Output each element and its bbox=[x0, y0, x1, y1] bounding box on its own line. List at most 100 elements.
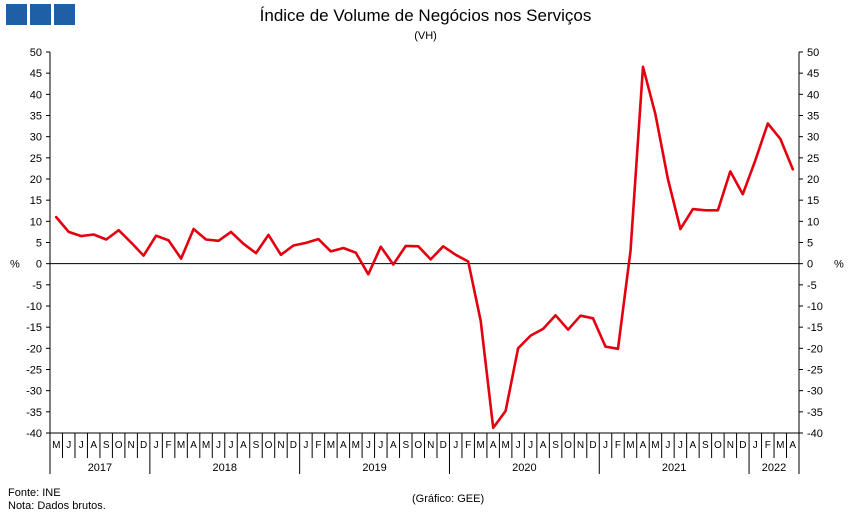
data-point bbox=[330, 250, 332, 253]
y-tick-label-left: 30 bbox=[30, 132, 42, 144]
data-point bbox=[467, 260, 469, 263]
y-tick-label-left: -25 bbox=[26, 365, 42, 377]
x-tick-label: A bbox=[340, 440, 347, 451]
y-tick-label-left: 40 bbox=[30, 89, 42, 101]
x-tick-label: A bbox=[90, 440, 97, 451]
y-tick-label-right: -25 bbox=[807, 365, 823, 377]
data-point bbox=[667, 178, 669, 180]
data-point bbox=[105, 238, 107, 241]
data-point bbox=[280, 253, 282, 256]
y-tick-label-left: -10 bbox=[26, 301, 42, 313]
y-tick-label-left: 5 bbox=[36, 238, 42, 250]
x-tick-label: M bbox=[626, 440, 634, 451]
year-label: 2019 bbox=[362, 462, 386, 474]
y-tick-label-right: -30 bbox=[807, 386, 823, 398]
data-point bbox=[717, 209, 719, 212]
data-point bbox=[492, 427, 494, 429]
x-tick-label: F bbox=[166, 440, 172, 451]
x-tick-label: D bbox=[739, 440, 746, 451]
y-tick-label-right: 30 bbox=[807, 132, 819, 144]
data-point bbox=[192, 228, 195, 230]
x-tick-label: J bbox=[303, 440, 308, 451]
x-tick-label: M bbox=[352, 440, 360, 451]
x-tick-label: M bbox=[651, 440, 659, 451]
y-tick-label-right: 20 bbox=[807, 174, 819, 186]
x-tick-label: M bbox=[327, 440, 335, 451]
data-point bbox=[155, 234, 157, 237]
x-tick-label: N bbox=[277, 440, 284, 451]
logo-square-1 bbox=[6, 4, 27, 25]
data-point bbox=[255, 252, 257, 254]
y-tick-label-right: -35 bbox=[807, 407, 823, 419]
data-point bbox=[542, 328, 544, 330]
year-label: 2022 bbox=[762, 462, 786, 474]
series-marks bbox=[54, 65, 795, 430]
x-tick-label: D bbox=[440, 440, 447, 451]
data-note: Nota: Dados brutos. bbox=[8, 500, 106, 512]
y-tick-label-right: -5 bbox=[807, 280, 817, 292]
y-tick-label-left: 50 bbox=[30, 47, 42, 59]
chart-subtitle: (VH) bbox=[414, 30, 437, 42]
y-tick-label-right: -15 bbox=[807, 322, 823, 334]
data-point bbox=[55, 216, 58, 218]
data-point bbox=[142, 254, 145, 257]
x-tick-label: J bbox=[516, 440, 521, 451]
y-tick-label-right: 15 bbox=[807, 195, 819, 207]
x-tick-label: A bbox=[390, 440, 397, 451]
data-point bbox=[592, 317, 594, 320]
x-tick-label: M bbox=[776, 440, 784, 451]
y-axis-label-left: % bbox=[10, 259, 20, 271]
data-point bbox=[292, 244, 295, 247]
y-tick-label-right: 10 bbox=[807, 216, 819, 228]
data-point bbox=[380, 245, 382, 248]
x-tick-label: A bbox=[240, 440, 247, 451]
x-tick-label: N bbox=[427, 440, 434, 451]
x-tick-label: S bbox=[702, 440, 709, 451]
y-tick-label-left: 35 bbox=[30, 111, 42, 123]
data-point bbox=[404, 245, 407, 247]
data-point bbox=[567, 328, 569, 331]
data-point bbox=[791, 168, 794, 171]
x-tick-label: J bbox=[678, 440, 683, 451]
year-label: 2017 bbox=[88, 462, 112, 474]
y-tick-label-right: -10 bbox=[807, 301, 823, 313]
data-point bbox=[604, 345, 607, 348]
x-tick-label: O bbox=[414, 440, 422, 451]
x-tick-label: F bbox=[615, 440, 621, 451]
data-point bbox=[779, 137, 782, 140]
data-point bbox=[704, 209, 707, 212]
y-tick-label-left: 45 bbox=[30, 68, 42, 80]
y-tick-label-left: 20 bbox=[30, 174, 42, 186]
x-tick-label: J bbox=[154, 440, 159, 451]
data-point bbox=[517, 347, 519, 350]
x-tick-label: J bbox=[753, 440, 758, 451]
y-tick-label-left: -15 bbox=[26, 322, 42, 334]
data-point bbox=[342, 247, 345, 249]
y-tick-label-right: 50 bbox=[807, 47, 819, 59]
y-tick-label-right: 45 bbox=[807, 68, 819, 80]
data-point bbox=[117, 229, 120, 232]
x-tick-label: J bbox=[366, 440, 371, 451]
data-point bbox=[305, 242, 307, 244]
data-point bbox=[629, 250, 632, 252]
x-tick-label: D bbox=[589, 440, 596, 451]
data-point bbox=[766, 122, 769, 125]
y-tick-label-right: 5 bbox=[807, 238, 813, 250]
source-note: Fonte: INE bbox=[8, 487, 61, 499]
data-point bbox=[692, 208, 694, 210]
x-tick-label: J bbox=[665, 440, 670, 451]
y-tick-label-left: -20 bbox=[26, 343, 42, 355]
y-axis-label-right: % bbox=[834, 259, 844, 271]
data-point bbox=[67, 231, 70, 233]
data-point bbox=[80, 235, 83, 237]
data-point bbox=[654, 113, 657, 116]
y-tick-label-right: -20 bbox=[807, 343, 823, 355]
x-tick-label: J bbox=[229, 440, 234, 451]
data-point bbox=[355, 251, 357, 254]
chart-credit: (Gráfico: GEE) bbox=[412, 493, 485, 505]
data-point bbox=[267, 234, 270, 236]
data-point bbox=[504, 410, 507, 412]
x-tick-label: J bbox=[603, 440, 608, 451]
chart-title: Índice de Volume de Negócios nos Serviço… bbox=[259, 6, 592, 25]
y-tick-label-left: 25 bbox=[30, 153, 42, 165]
